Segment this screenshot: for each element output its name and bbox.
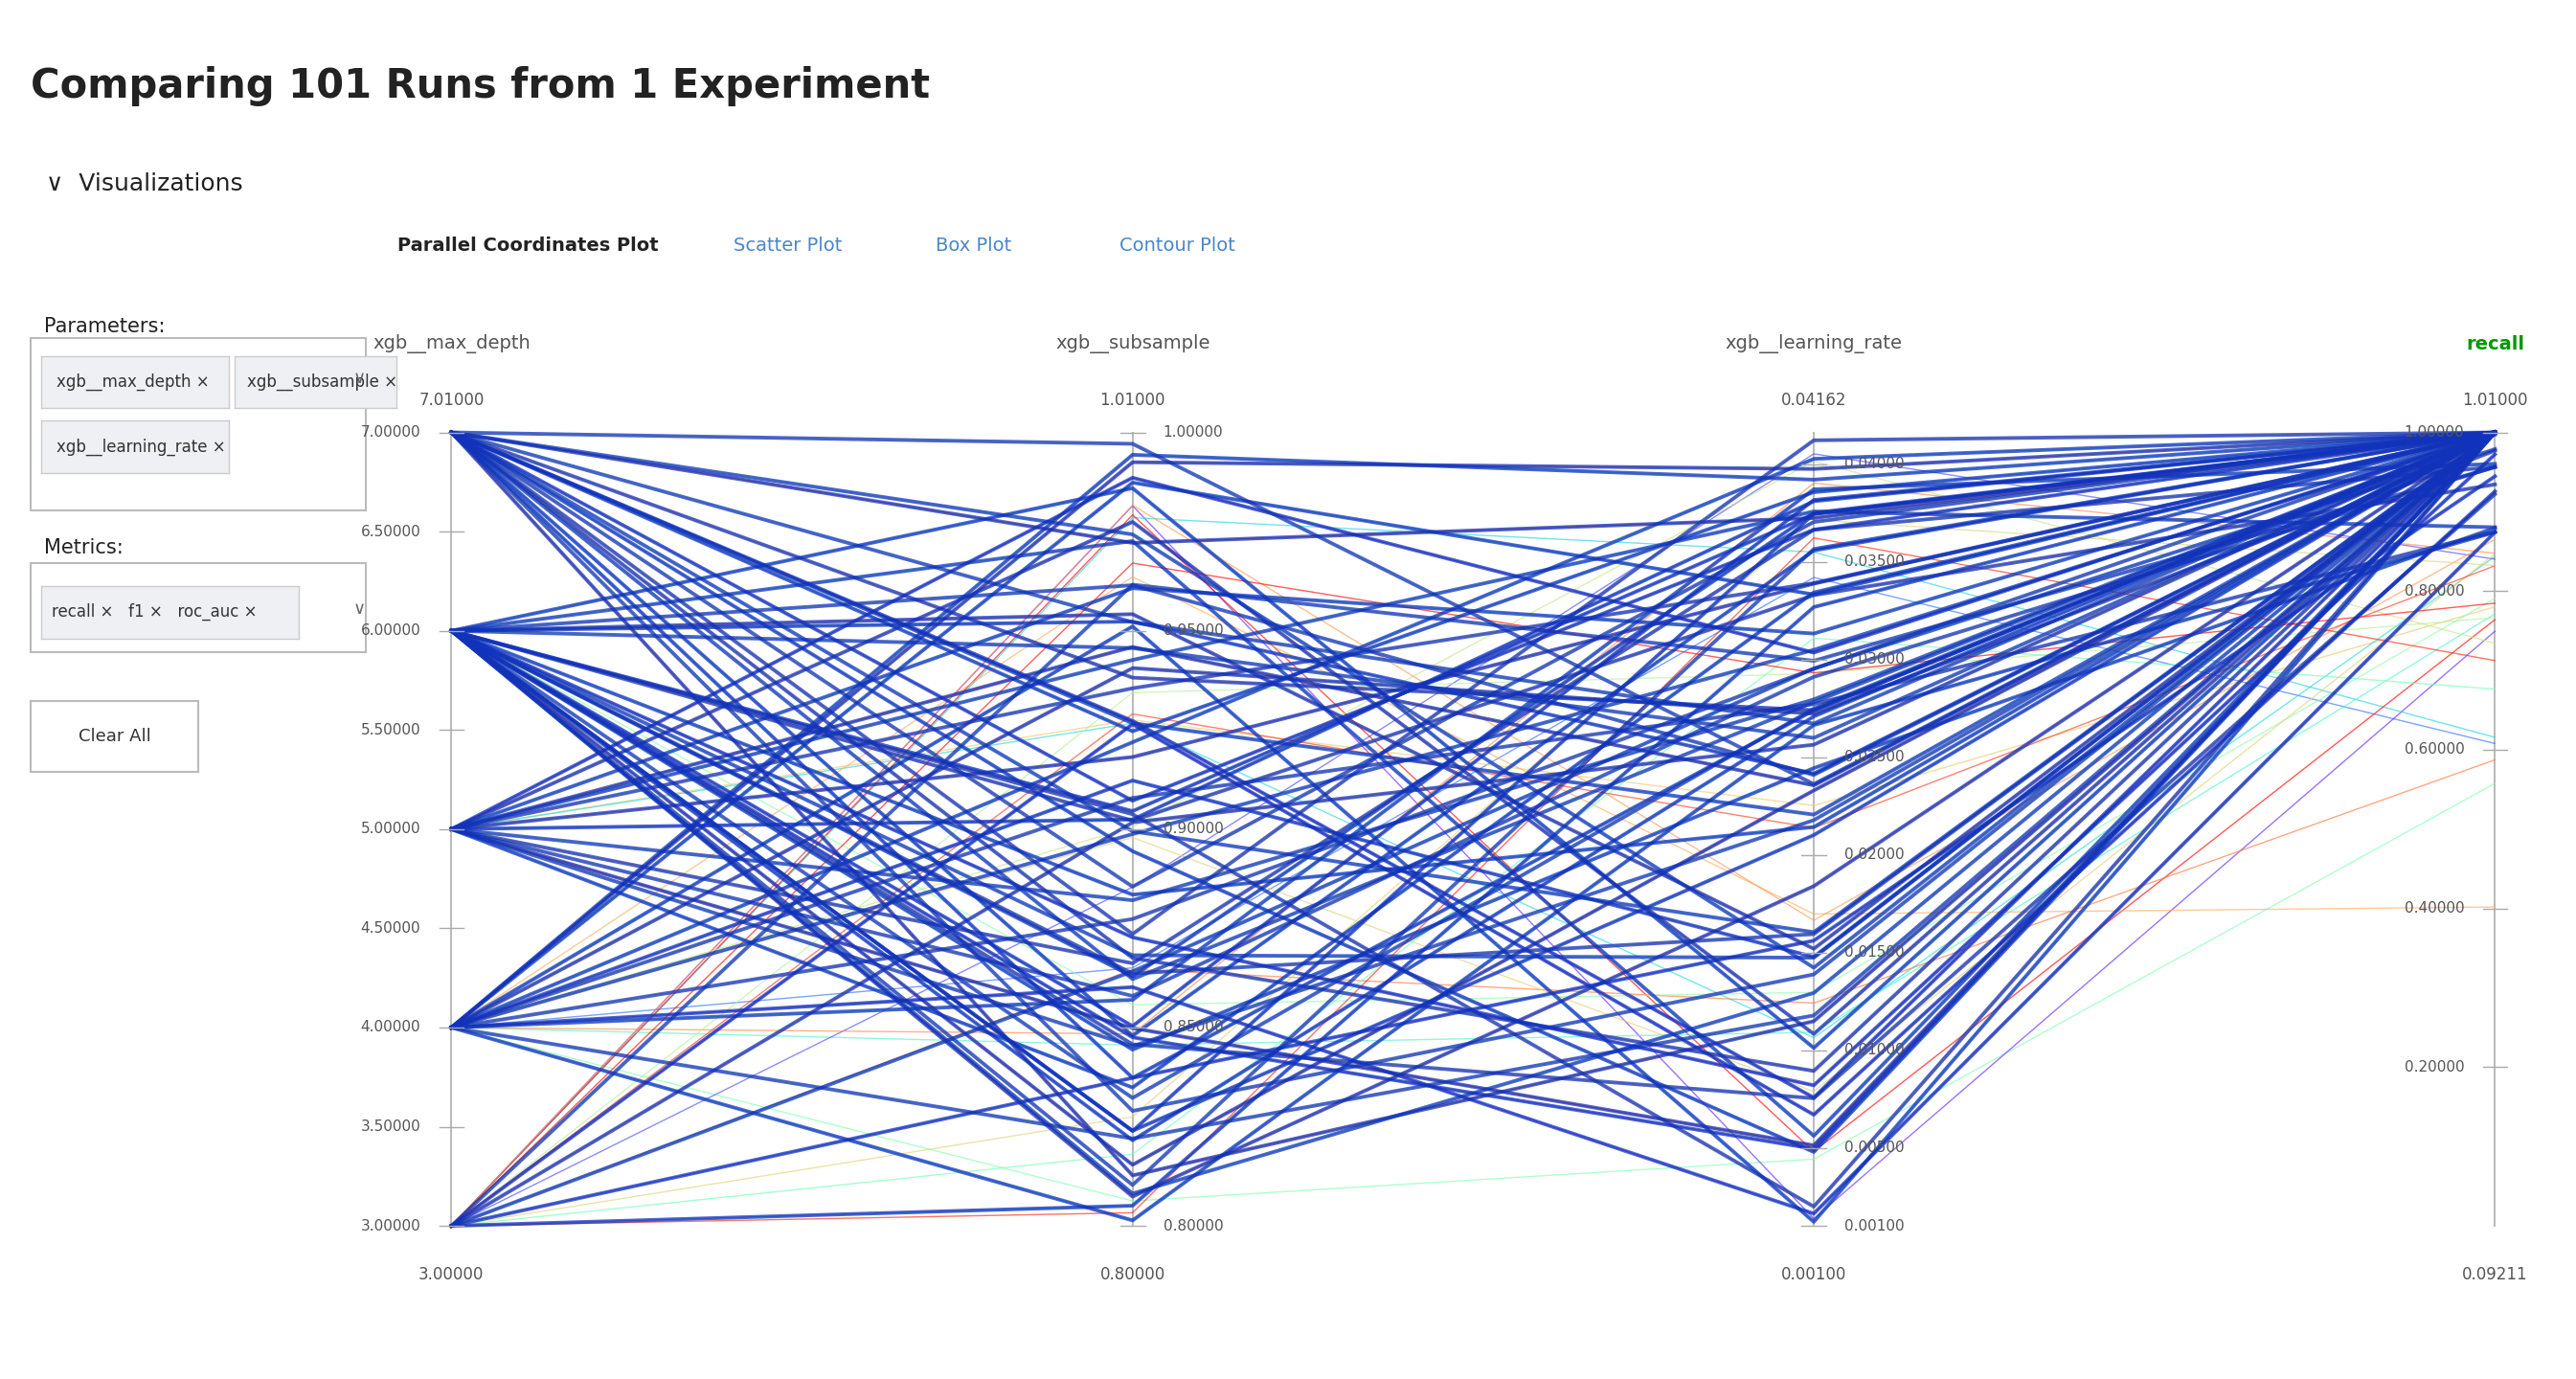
Text: 0.20000: 0.20000 <box>2403 1060 2465 1074</box>
Text: 0.80000: 0.80000 <box>2403 583 2465 598</box>
Text: 0.80000: 0.80000 <box>1100 1266 1164 1282</box>
Text: 0.03000: 0.03000 <box>1844 652 1904 666</box>
Text: Clear All: Clear All <box>77 728 152 745</box>
Text: 6.50000: 6.50000 <box>361 524 420 539</box>
Text: 7.01000: 7.01000 <box>420 392 484 408</box>
Text: 1.00000: 1.00000 <box>1164 425 1224 440</box>
Text: 1.00000: 1.00000 <box>2403 425 2465 440</box>
Text: 0.02500: 0.02500 <box>1844 750 1904 764</box>
Text: 6.00000: 6.00000 <box>361 623 420 638</box>
Text: 0.04000: 0.04000 <box>1844 456 1904 472</box>
Text: xgb__max_depth ×: xgb__max_depth × <box>57 374 209 390</box>
Text: ∨  Visualizations: ∨ Visualizations <box>46 172 242 196</box>
Text: 3.50000: 3.50000 <box>361 1120 420 1134</box>
Text: 0.01000: 0.01000 <box>1844 1043 1904 1058</box>
Text: 4.50000: 4.50000 <box>361 921 420 935</box>
Text: 3.00000: 3.00000 <box>361 1219 420 1233</box>
Text: 0.02000: 0.02000 <box>1844 848 1904 862</box>
Text: recall: recall <box>2465 335 2524 353</box>
Text: 7.00000: 7.00000 <box>361 425 420 440</box>
Text: 4.00000: 4.00000 <box>361 1020 420 1034</box>
Text: 0.80000: 0.80000 <box>1164 1219 1224 1233</box>
Text: xgb__learning_rate: xgb__learning_rate <box>1726 334 1901 353</box>
Text: recall ×   f1 ×   roc_auc ×: recall × f1 × roc_auc × <box>52 604 258 621</box>
Text: 1.01000: 1.01000 <box>2463 392 2527 408</box>
Text: 3.00000: 3.00000 <box>420 1266 484 1282</box>
Text: ∨: ∨ <box>353 370 366 386</box>
Text: ∨: ∨ <box>353 601 366 618</box>
Text: xgb__max_depth: xgb__max_depth <box>374 334 531 353</box>
Text: Scatter Plot: Scatter Plot <box>734 236 842 255</box>
Text: Comparing 101 Runs from 1 Experiment: Comparing 101 Runs from 1 Experiment <box>31 66 930 106</box>
Text: 0.00100: 0.00100 <box>1844 1219 1904 1233</box>
Text: 0.09211: 0.09211 <box>2463 1266 2527 1282</box>
Text: 5.50000: 5.50000 <box>361 723 420 738</box>
Text: 0.00100: 0.00100 <box>1780 1266 1847 1282</box>
Text: 0.40000: 0.40000 <box>2403 902 2465 916</box>
Text: 0.00500: 0.00500 <box>1844 1140 1904 1156</box>
Text: 0.01500: 0.01500 <box>1844 945 1904 960</box>
Text: Parameters:: Parameters: <box>44 317 165 336</box>
Text: xgb__subsample ×: xgb__subsample × <box>247 374 397 390</box>
Text: 0.03500: 0.03500 <box>1844 554 1904 570</box>
Text: 0.95000: 0.95000 <box>1164 623 1224 638</box>
Text: 0.90000: 0.90000 <box>1164 822 1224 836</box>
Text: 1.01000: 1.01000 <box>1100 392 1164 408</box>
Text: xgb__learning_rate ×: xgb__learning_rate × <box>57 439 224 455</box>
Text: Contour Plot: Contour Plot <box>1121 236 1234 255</box>
Text: 5.00000: 5.00000 <box>361 822 420 836</box>
Text: Box Plot: Box Plot <box>935 236 1012 255</box>
Text: Metrics:: Metrics: <box>44 538 124 557</box>
Text: 0.04162: 0.04162 <box>1780 392 1847 408</box>
Text: 0.85000: 0.85000 <box>1164 1020 1224 1034</box>
Text: 0.60000: 0.60000 <box>2403 743 2465 757</box>
Text: Parallel Coordinates Plot: Parallel Coordinates Plot <box>397 236 659 255</box>
Text: xgb__subsample: xgb__subsample <box>1056 334 1211 353</box>
